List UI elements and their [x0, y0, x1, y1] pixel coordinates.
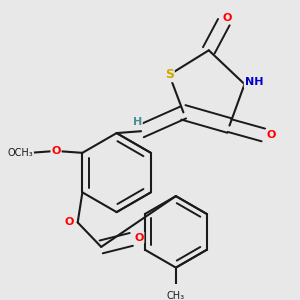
- Text: CH₃: CH₃: [167, 291, 185, 300]
- Text: NH: NH: [245, 77, 263, 87]
- Text: S: S: [165, 68, 174, 81]
- Text: O: O: [134, 232, 143, 242]
- Text: O: O: [64, 218, 74, 227]
- Text: H: H: [133, 117, 142, 127]
- Text: O: O: [266, 130, 276, 140]
- Text: O: O: [223, 13, 232, 23]
- Text: O: O: [51, 146, 61, 156]
- Text: OCH₃: OCH₃: [8, 148, 33, 158]
